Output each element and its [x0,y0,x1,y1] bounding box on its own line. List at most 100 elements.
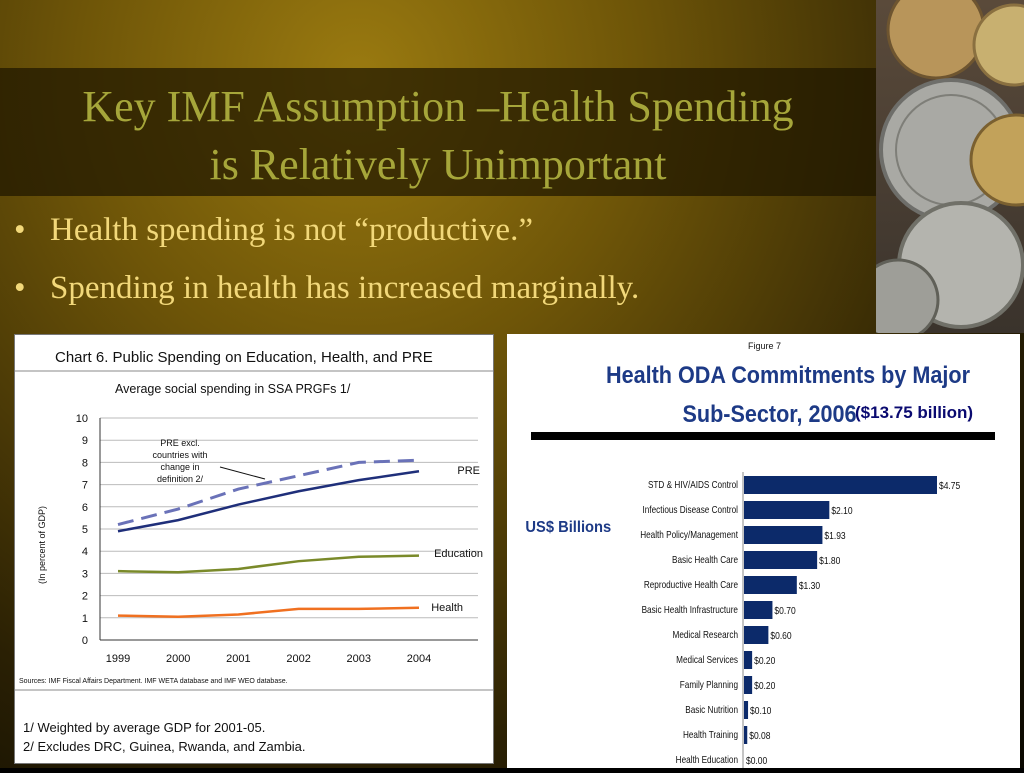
value-labels: $4.75 $2.10 $1.93 $1.80 $1.30 $0.70 $0.60 $0.20… [746,480,960,766]
x-tick-label: 2004 [407,653,431,665]
value-label: $2.10 [831,505,852,516]
total-label: ($13.75 billion) [855,403,973,422]
y-tick-label: 7 [82,480,88,492]
annotation-arrow [219,466,266,480]
annotation-line: change in [160,462,199,472]
bar-chart: Figure 7 Health ODA Commitments by Major… [525,341,995,768]
slide-title: Key IMF Assumption –Health Spending is R… [0,78,876,194]
unit-label: US$ Billions [525,518,611,536]
y-tick-labels: 0 1 2 3 4 5 6 7 8 9 10 [76,413,88,647]
bar-chart-panel: Figure 7 Health ODA Commitments by Major… [507,334,1020,768]
category-label: Health Education [676,754,738,765]
y-tick-label: 10 [76,413,88,425]
bullet-item: • Health spending is not “productive.” [14,212,639,270]
category-label: Medical Research [673,629,738,640]
bar [744,576,797,594]
slide-title-line1: Key IMF Assumption –Health Spending [82,82,794,131]
annotation-line: countries with [152,450,207,460]
value-label: $0.08 [749,730,770,741]
bar [744,526,823,544]
value-label: $0.60 [770,630,791,641]
category-label: Family Planning [680,679,738,690]
bar [744,626,769,644]
annotation-line: definition 2/ [157,474,204,484]
line-chart-panel: Chart 6. Public Spending on Education, H… [14,334,494,764]
bar [744,676,753,694]
slide-title-line2: is Relatively Unimportant [209,140,667,189]
x-tick-labels: 1999 2000 2001 2002 2003 2004 [106,653,431,665]
series-line-pre [117,470,420,533]
coins-photo [876,0,1024,333]
bar [744,551,818,569]
category-label: Basic Health Care [672,554,738,565]
y-tick-label: 1 [82,613,88,625]
annotation-line: PRE excl. [160,438,200,448]
x-tick-label: 2000 [166,653,190,665]
y-tick-label: 6 [82,502,88,514]
bar [744,701,749,719]
title-band [0,68,876,196]
category-label: Health Training [683,729,738,740]
footnote-2: 2/ Excludes DRC, Guinea, Rwanda, and Zam… [23,739,306,754]
series-line-pre-excl [117,458,420,527]
series-label-education: Education [434,548,483,560]
sources-note: Sources: IMF Fiscal Affairs Department. … [19,678,288,685]
bullet-dot: • [14,270,26,306]
y-tick-label: 9 [82,435,88,447]
bar-chart-title-line1: Health ODA Commitments by Major [606,361,970,388]
y-tick-label: 0 [82,635,88,647]
category-labels: STD & HIV/AIDS Control Infectious Disease… [640,479,738,765]
bar-chart-title-line2: Sub-Sector, 2006 [683,400,857,427]
bar [744,726,748,744]
bar [744,601,773,619]
title-rule [531,432,995,440]
series-line-health [117,606,420,618]
y-axis-label: (In percent of GDP) [37,506,47,584]
value-label: $0.10 [750,705,771,716]
bullet-list: • Health spending is not “productive.” •… [14,212,639,328]
value-label: $0.20 [754,680,775,691]
category-label: Health Policy/Management [640,529,738,540]
bullet-dot: • [14,212,26,248]
bar [744,501,830,519]
value-label: $0.00 [746,755,767,766]
category-label: Infectious Disease Control [642,504,738,515]
bar [744,476,937,494]
value-label: $0.20 [754,655,775,666]
category-label: Basic Health Infrastructure [642,604,738,615]
footnote-1: 1/ Weighted by average GDP for 2001-05. [23,720,265,735]
y-tick-label: 3 [82,568,88,580]
category-label: Medical Services [676,654,738,665]
value-label: $4.75 [939,480,960,491]
value-label: $0.70 [774,605,795,616]
bullet-text: Health spending is not “productive.” [50,212,533,248]
x-tick-label: 1999 [106,653,130,665]
x-tick-label: 2002 [286,653,310,665]
y-tick-label: 5 [82,524,88,536]
y-tick-label: 8 [82,457,88,469]
x-tick-label: 2001 [226,653,250,665]
coins-image [876,0,1024,333]
line-chart: Chart 6. Public Spending on Education, H… [15,349,493,754]
y-tick-label: 4 [82,546,88,558]
bar [744,651,753,669]
x-tick-label: 2003 [347,653,371,665]
chart-header: Chart 6. Public Spending on Education, H… [55,349,433,366]
value-label: $1.30 [799,580,820,591]
series-line-education [117,554,420,574]
grid [99,417,478,641]
category-label: STD & HIV/AIDS Control [648,479,738,490]
value-label: $1.80 [819,555,840,566]
y-tick-label: 2 [82,591,88,603]
series-label-pre: PRE [457,465,480,477]
figure-label: Figure 7 [748,341,781,351]
bars [744,476,937,744]
bullet-item: • Spending in health has increased margi… [14,270,639,328]
value-label: $1.93 [824,530,845,541]
bullet-text: Spending in health has increased margina… [50,270,640,306]
annotation: PRE excl. countries with change in defin… [152,438,266,484]
category-label: Basic Nutrition [685,704,738,715]
chart-subtitle: Average social spending in SSA PRGFs 1/ [115,382,351,396]
series-label-health: Health [431,602,463,614]
series-lines [117,458,420,618]
